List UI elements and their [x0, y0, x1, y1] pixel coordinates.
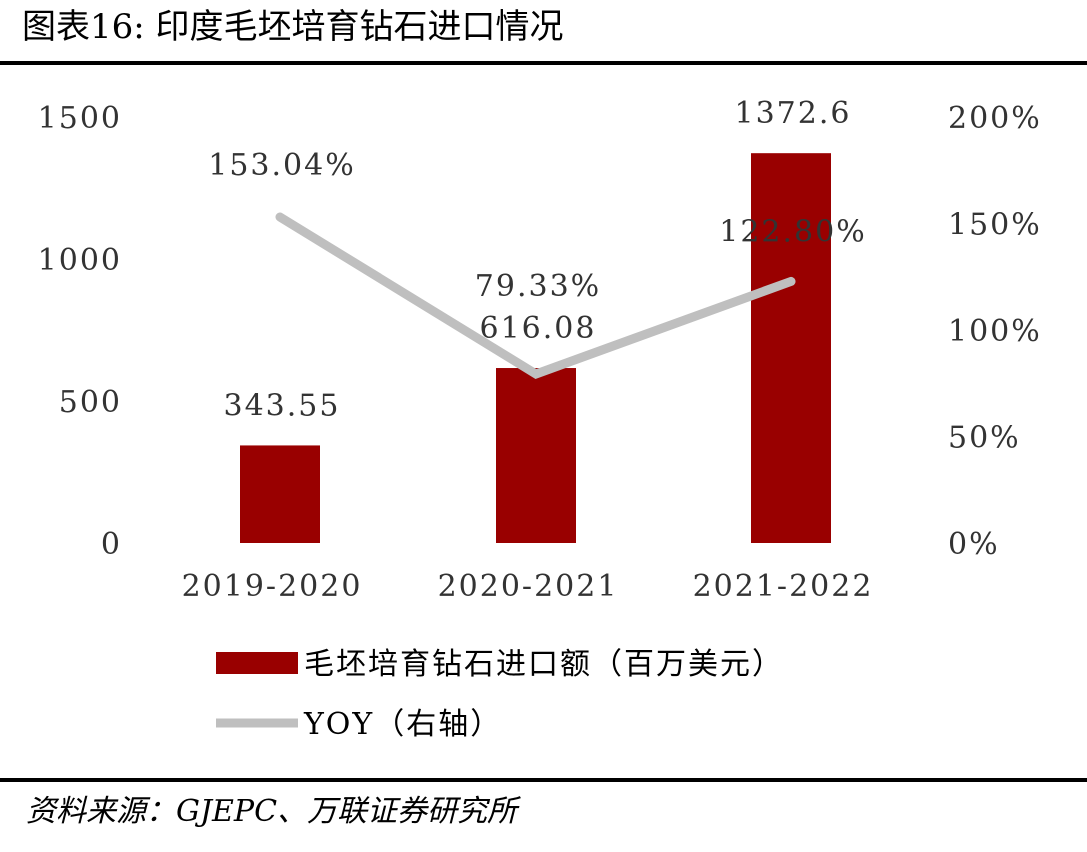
bar-value-label: 616.08 [480, 311, 597, 346]
legend-label-bar: 毛坯培育钻石进口额（百万美元） [304, 647, 784, 682]
yoy-value-label: 153.04% [208, 148, 355, 183]
yoy-line-series [275, 212, 796, 379]
legend-label-line: YOY（右轴） [303, 707, 502, 742]
bar [751, 153, 831, 544]
bar-data-labels: 343.55 616.08 1372.6 [224, 96, 852, 423]
right-tick-label: 50% [948, 421, 1021, 456]
left-tick-label: 1500 [38, 101, 122, 136]
left-tick-label: 0 [101, 527, 122, 562]
yoy-value-label: 79.33% [475, 269, 601, 304]
yoy-point [535, 373, 537, 375]
bottom-rule [0, 778, 1087, 782]
right-tick-label: 150% [948, 208, 1042, 243]
yoy-point [279, 216, 281, 218]
chart-title: 图表16: 印度毛坯培育钻石进口情况 [22, 7, 564, 47]
right-tick-label: 200% [948, 101, 1042, 136]
category-label: 2020-2021 [438, 569, 619, 604]
yoy-value-label: 122.80% [719, 214, 866, 249]
category-label: 2021-2022 [693, 569, 874, 604]
bar-series [240, 153, 831, 544]
chart-canvas: 0 500 1000 1500 0% 50% 100% 150% 200% 343.55 616… [38, 96, 1042, 742]
left-tick-label: 1000 [38, 243, 122, 278]
right-tick-label: 100% [948, 314, 1042, 349]
bar [240, 445, 320, 543]
legend-swatch-bar [216, 652, 298, 674]
yoy-point [790, 280, 792, 282]
right-tick-label: 0% [948, 527, 1000, 562]
yoy-data-labels: 153.04% 79.33% 122.80% [208, 148, 866, 304]
right-axis: 0% 50% 100% 150% 200% [948, 101, 1042, 562]
category-axis: 2019-2020 2020-2021 2021-2022 [182, 569, 874, 604]
category-label: 2019-2020 [182, 569, 363, 604]
left-tick-label: 500 [59, 385, 122, 420]
top-rule [0, 61, 1087, 65]
source-note: 资料来源：GJEPC、万联证券研究所 [26, 794, 518, 829]
bar [496, 368, 576, 543]
bar-value-label: 1372.6 [735, 96, 852, 131]
left-axis: 0 500 1000 1500 [38, 101, 122, 562]
bar-value-label: 343.55 [224, 388, 341, 423]
legend: 毛坯培育钻石进口额（百万美元） YOY（右轴） [216, 647, 784, 742]
